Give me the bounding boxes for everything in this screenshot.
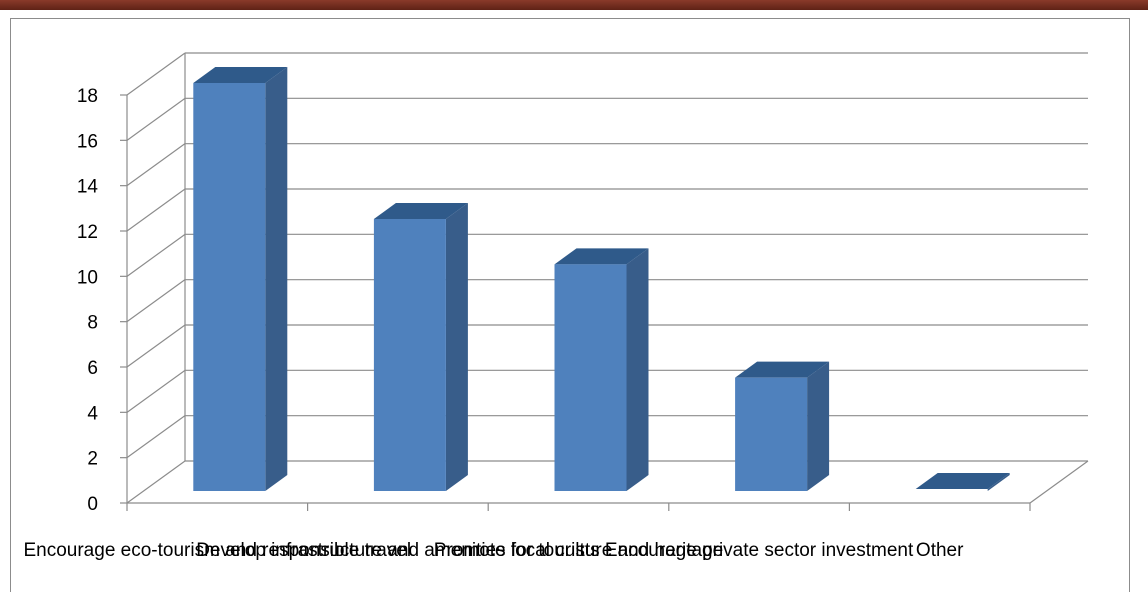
bar [373, 203, 468, 491]
side-grid-line [126, 188, 186, 232]
bar-top [735, 361, 830, 378]
side-grid-line [126, 415, 186, 459]
bar-front [193, 83, 266, 491]
bar-front [735, 377, 808, 491]
bar [915, 473, 1010, 491]
bar-side [807, 361, 830, 491]
bar-layer [193, 67, 1010, 491]
bar-top [373, 203, 468, 219]
y-tick-label: 4 [87, 403, 98, 424]
x-category-label: Encourage private sector investment [605, 540, 914, 561]
x-category-label: Other [916, 540, 964, 561]
bar-top [915, 473, 1010, 489]
y-tick-label: 10 [77, 267, 98, 288]
side-grid-line [126, 233, 186, 277]
floor-right-edge [1029, 460, 1089, 504]
side-grid-line [126, 52, 186, 96]
side-grid-line [126, 460, 186, 504]
bar-top [193, 67, 288, 83]
side-grid-line [126, 369, 186, 413]
bar [193, 67, 288, 491]
bar-side [987, 473, 1010, 491]
side-grid-line [126, 279, 186, 323]
grid-layer [126, 52, 1089, 504]
x-category-label: Develop infrastructure and amenities for… [196, 540, 599, 561]
y-tick-label: 8 [87, 313, 98, 334]
x-category-label: Encourage eco-tourism and responsible tr… [23, 540, 411, 561]
bar-front [554, 264, 627, 491]
chart-frame [10, 18, 1130, 592]
y-tick-label: 6 [87, 358, 98, 379]
side-grid-line [126, 97, 186, 141]
y-tick-label: 18 [77, 86, 98, 107]
bar-side [626, 248, 649, 491]
side-grid-line [126, 324, 186, 368]
bar [554, 248, 649, 491]
y-tick-label: 12 [77, 222, 98, 243]
bar [735, 361, 830, 491]
y-tick-label: 0 [87, 494, 98, 515]
bar-front [373, 219, 446, 491]
y-tick-label: 2 [87, 449, 98, 470]
window-top-bar [0, 0, 1148, 10]
y-tick-label: 14 [77, 177, 99, 198]
bar-side [265, 67, 288, 491]
side-grid-line [126, 143, 186, 187]
axis-layer [120, 94, 1031, 511]
label-layer: 0 2 4 6 8 10 12 14 16 18 Encourage eco-tourism and… [23, 86, 964, 561]
bar-side [445, 203, 468, 491]
bar-top [554, 248, 649, 265]
x-category-label: Promote local culture and heritage [434, 540, 723, 561]
y-tick-label: 16 [77, 131, 98, 152]
